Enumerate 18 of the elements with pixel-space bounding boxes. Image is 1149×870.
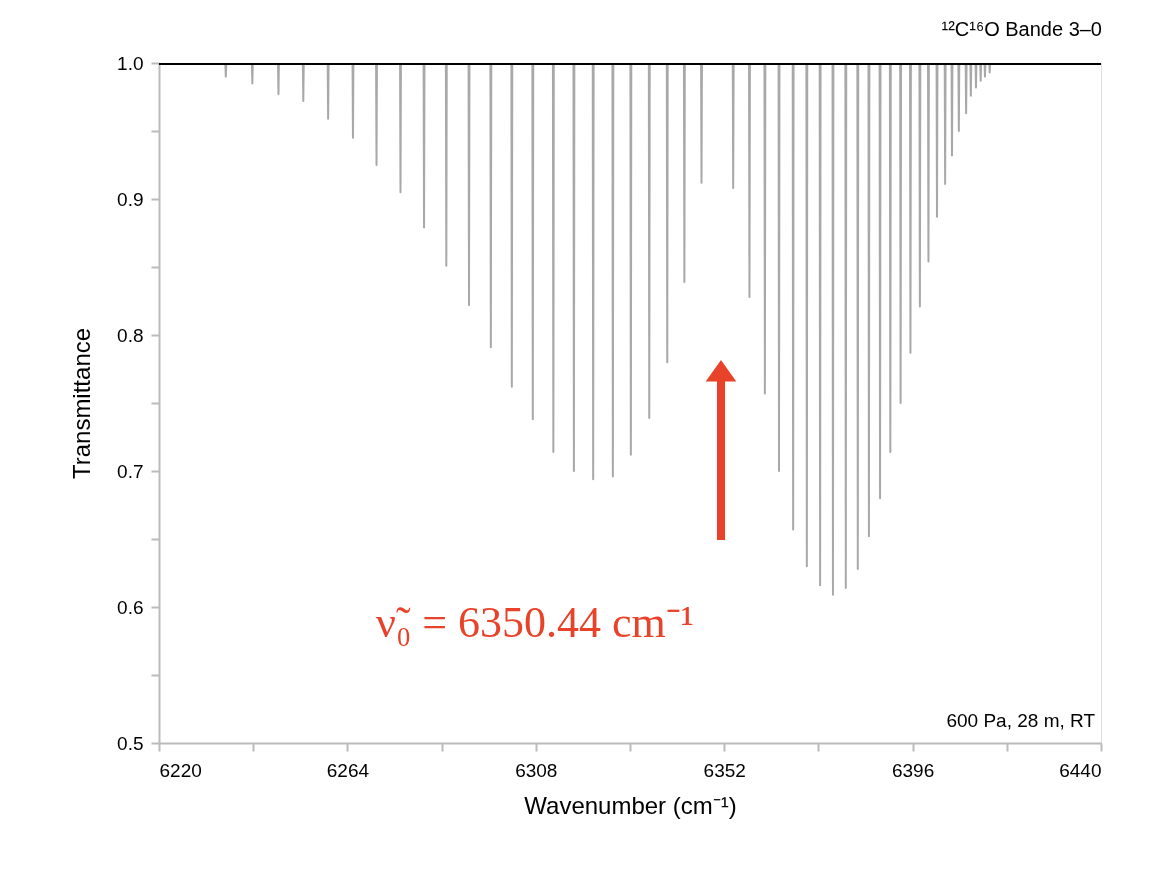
x-tick-label: 6264: [326, 759, 370, 781]
y-tick-label: 0.7: [117, 460, 144, 482]
y-tick-label: 1.0: [117, 52, 144, 74]
line-series: [224, 63, 992, 596]
x-tick-label: 6440: [1059, 759, 1102, 781]
x-tick-label: 6352: [703, 759, 746, 781]
x-tick-label: 6220: [159, 759, 202, 781]
y-tick-label: 0.9: [117, 188, 144, 210]
x-tick-label: 6308: [515, 759, 558, 781]
chart-title: ¹²C¹⁶O Bande 3–0: [941, 18, 1102, 40]
x-axis-title: Wavenumber (cm⁻¹): [524, 791, 737, 819]
annotation: 600 Pa, 28 m, RT: [946, 710, 1096, 731]
y-tick-label: 0.6: [117, 596, 144, 618]
y-tick-label: 0.8: [117, 324, 144, 346]
y-axis-title: Transmittance: [68, 327, 96, 480]
y-tick-label: 0.5: [117, 732, 144, 754]
annotation: ν̃₀ = 6350.44 cm⁻¹: [376, 598, 694, 647]
x-tick-label: 6396: [891, 759, 935, 781]
